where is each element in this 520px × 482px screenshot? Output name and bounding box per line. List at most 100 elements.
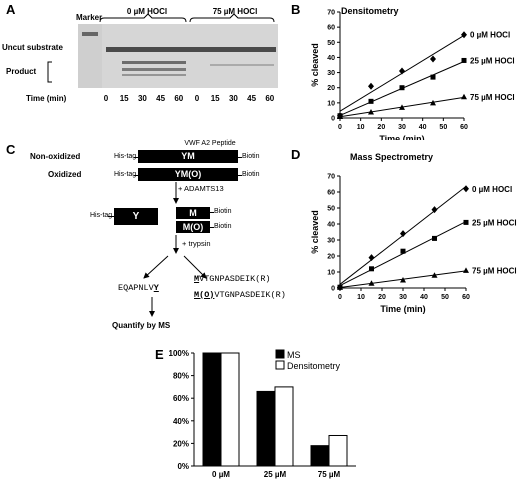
x-tick-label: 40 [419, 124, 427, 131]
y-tick-label: 20% [173, 439, 189, 448]
legend-label: MS [287, 350, 301, 360]
time-tick-label: 60 [265, 94, 275, 103]
data-point [463, 267, 469, 273]
x-tick-label: 60 [462, 294, 470, 301]
data-point [337, 113, 343, 119]
x-tick-label: 10 [357, 124, 365, 131]
data-point [369, 266, 374, 272]
data-point [399, 104, 405, 110]
time-tick-label: 45 [247, 94, 257, 103]
bar [274, 386, 294, 467]
y-tick-label: 0 [331, 116, 335, 123]
y-tick-label: 20 [327, 85, 335, 92]
legend-swatch [275, 360, 285, 370]
x-tick-label: 0 [338, 124, 342, 131]
chart-e: 0% 20% 40% 60% 80% 100% 0 µM 25 µM 75 µM MSDensit… [169, 349, 356, 479]
peptide-box-ym: YM [138, 150, 238, 163]
y-axis-label: % cleaved [310, 210, 320, 254]
step-trypsin: + trypsin [182, 239, 211, 248]
marker-label: Marker [76, 13, 103, 22]
right-peptide-sequence-mo: M(O)VTGNPASDEIK(R) [194, 290, 286, 300]
left-peptide-sequence: EQAPNLVY [118, 283, 159, 293]
y-tick-label: 0 [331, 286, 335, 293]
data-point [430, 99, 436, 106]
panel-d-label: D [291, 147, 301, 162]
data-point [368, 280, 375, 286]
series-label: 0 µM HOCl [472, 185, 512, 194]
x-tick-label: 10 [357, 294, 365, 301]
x-tick-label: 60 [460, 124, 468, 131]
y-tick-label: 30 [327, 70, 335, 77]
x-tick-label: 25 µM [264, 470, 287, 479]
connector [134, 175, 138, 176]
data-point [431, 206, 438, 214]
peptide-title: VWF A2 Peptide [184, 140, 236, 147]
data-point [399, 67, 405, 75]
data-point [461, 93, 467, 100]
series-label: 25 µM HOCl [472, 218, 517, 227]
bar [328, 434, 348, 467]
biotin-1: Biotin [242, 153, 260, 160]
time-tick-label: 30 [137, 94, 147, 103]
product-band-2 [122, 68, 186, 71]
x-tick-label: 20 [378, 294, 386, 301]
bar [256, 390, 276, 467]
time-label: Time (min) [26, 94, 67, 103]
chart-d: 0 10 20 30 40 50 60 70 0 10 20 30 40 50 60 Time (min) % … [310, 174, 517, 315]
time-tick-label: 15 [210, 94, 220, 103]
chart-b: 0 10 20 30 40 50 60 70 0 10 20 30 40 50 60 Time (min) % … [310, 10, 515, 141]
gel-lanes [102, 24, 278, 88]
fragment-box-mo: M(O) [176, 221, 210, 233]
seq-rest-2: VTGNPASDEIK(R) [214, 290, 286, 300]
group-label-75: 75 µM HOCl [212, 7, 258, 16]
right-peptide-sequence-m: MVTGNPASDEIK(R) [194, 274, 271, 284]
fragment-box-y: Y [114, 208, 158, 225]
gel-image [78, 24, 278, 88]
y-tick-label: 70 [327, 174, 335, 181]
data-point [368, 254, 375, 262]
fragment-box-m: M [176, 207, 210, 219]
data-point [368, 98, 374, 104]
biotin-3: Biotin [214, 208, 232, 215]
x-axis-label: Time (min) [379, 134, 424, 140]
x-tick-label: 30 [398, 124, 406, 131]
chart-b-title: Densitometry [341, 6, 399, 16]
connector [210, 227, 214, 228]
bar [310, 445, 330, 467]
x-tick-label: 50 [441, 294, 449, 301]
chart-d-title: Mass Spectrometry [350, 152, 434, 162]
x-tick-label: 0 [338, 294, 342, 301]
y-tick-label: 10 [327, 100, 335, 107]
gel-brackets [47, 13, 275, 83]
series-label: 25 µM HOCl [470, 56, 515, 65]
time-tick-label: 15 [119, 94, 129, 103]
x-axis-label: Time (min) [380, 304, 425, 314]
seq-m: M [194, 274, 200, 284]
left-sequence-prefix: EQAPNLV [118, 283, 154, 293]
series-label: 0 µM HOCl [470, 31, 510, 40]
series-label: 75 µM HOCl [470, 93, 515, 102]
x-tick-label: 40 [420, 294, 428, 301]
panel-b-label: B [291, 2, 301, 17]
peptide-box-ymo: YM(O) [138, 168, 238, 181]
time-tick-label: 30 [228, 94, 238, 103]
product-band-3 [122, 74, 186, 76]
panel-a-label: A [6, 2, 16, 17]
data-point [461, 57, 467, 63]
data-point [463, 219, 469, 225]
bar [220, 352, 240, 467]
connector [238, 157, 242, 158]
data-point [431, 272, 438, 278]
data-point [461, 31, 467, 39]
uncut-substrate-label: Uncut substrate [2, 43, 63, 52]
data-point [430, 55, 436, 63]
y-tick-label: 30 [327, 238, 335, 245]
product-label: Product [6, 67, 37, 76]
connector [210, 212, 214, 213]
y-tick-label: 60 [327, 25, 335, 32]
marker-band [82, 32, 98, 36]
y-tick-label: 60 [327, 190, 335, 197]
time-tick-label: 45 [156, 94, 166, 103]
y-tick-label: 50 [327, 40, 335, 47]
y-tick-label: 20 [327, 254, 335, 261]
